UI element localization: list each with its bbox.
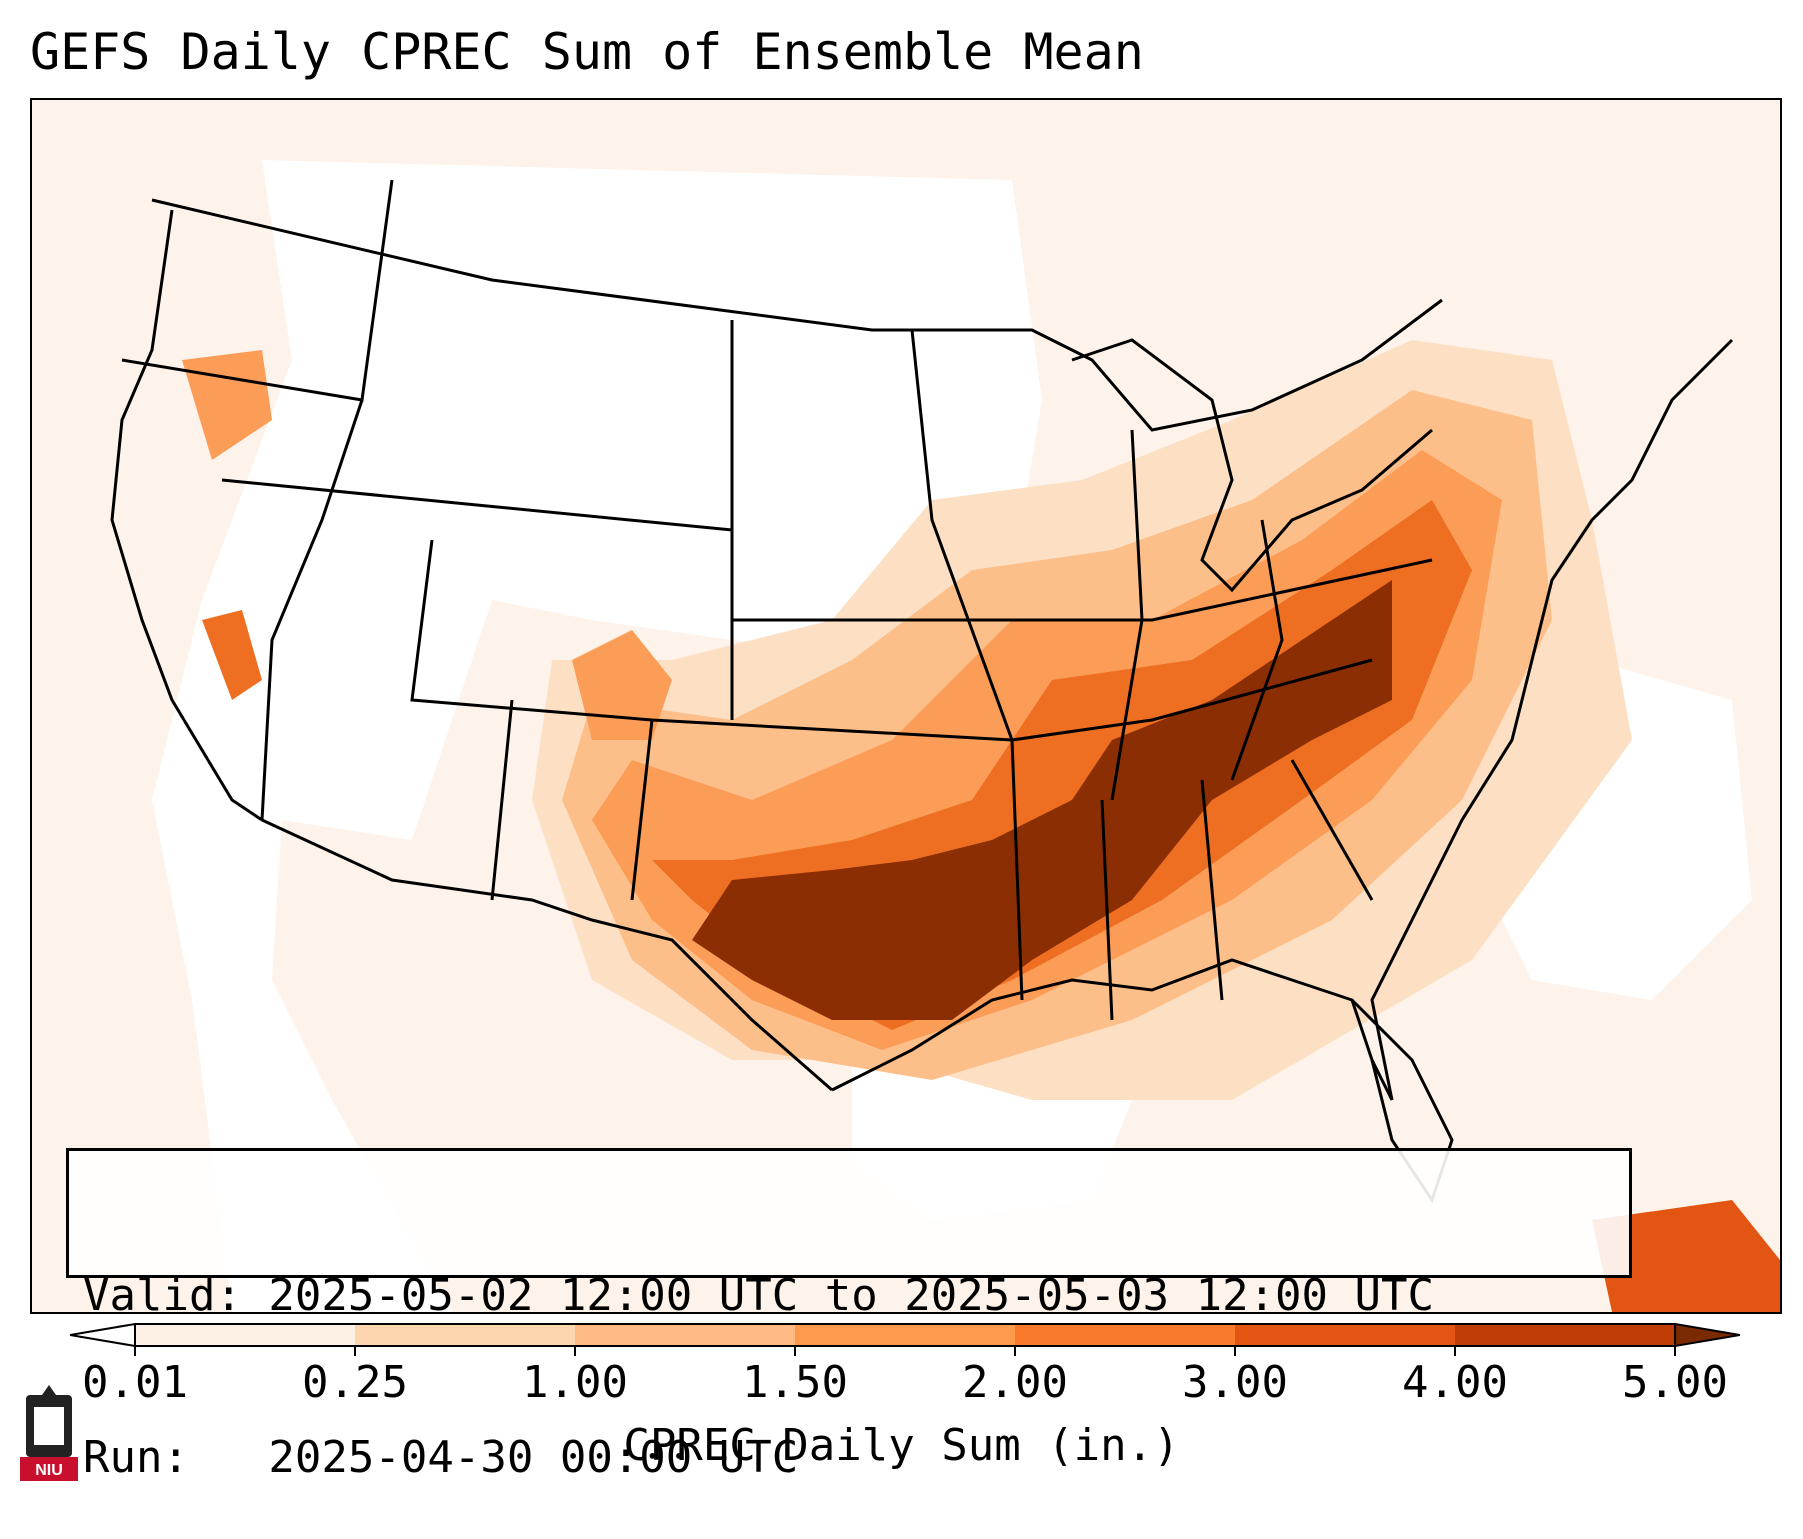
colorbar-segment: [1455, 1324, 1676, 1346]
colorbar-tick-label: 1.50: [742, 1357, 848, 1408]
colorbar-segments: [70, 1322, 1740, 1348]
west-coast: [110, 209, 263, 822]
state-line-5: [490, 699, 514, 901]
dry-region-west: [152, 160, 1042, 1312]
state-line-10: [1010, 739, 1024, 1001]
colorbar-tick-label: 0.25: [302, 1357, 408, 1408]
valid-time-line: Valid: 2025-05-02 12:00 UTC to 2025-05-0…: [83, 1270, 1435, 1321]
colorbar-tick-label: 4.00: [1402, 1357, 1508, 1408]
colorbar-tick-label: 1.00: [522, 1357, 628, 1408]
state-line-12: [1200, 779, 1224, 1001]
us-mexico-border: [261, 818, 833, 1092]
colorbar-over-arrow: [1674, 1322, 1740, 1348]
colorbar-ticks: [134, 1346, 1676, 1356]
colorbar-label: CPREC Daily Sum (in.): [623, 1420, 1180, 1471]
logo-band: [20, 1457, 78, 1481]
map-title: GEFS Daily CPREC Sum of Ensemble Mean: [30, 23, 1144, 81]
colorbar-tick-label: 0.01: [82, 1357, 188, 1408]
us-border-north: [151, 198, 1443, 432]
state-line-4: [410, 539, 1373, 742]
precip-level-5: [692, 580, 1392, 1020]
colorbar-segment: [1235, 1324, 1456, 1346]
colorbar: [70, 1322, 1740, 1356]
state-line-8: [910, 329, 1014, 741]
state-line-3: [260, 399, 364, 821]
map-panel: [30, 98, 1782, 1314]
colorbar-segment: [795, 1324, 1016, 1346]
niu-logo-icon: NIU: [20, 1385, 78, 1481]
precip-caribbean-patch: [1592, 1200, 1780, 1312]
state-line-11: [1100, 799, 1114, 1021]
gulf-coast: [831, 958, 1394, 1101]
great-lakes: [1071, 338, 1433, 593]
state-line-9: [732, 558, 1433, 622]
valid-time-box: Valid: 2025-05-02 12:00 UTC to 2025-05-0…: [66, 1148, 1632, 1483]
colorbar-tick-label: 3.00: [1182, 1357, 1288, 1408]
colorbar-under-arrow: [70, 1322, 136, 1348]
colorbar-tick-label: 2.00: [962, 1357, 1068, 1408]
colorbar-segment: [355, 1324, 576, 1346]
colorbar-outline: [134, 1323, 1676, 1347]
state-line-15: [1230, 519, 1284, 781]
state-line-14: [1110, 429, 1144, 801]
precip-nevada-patch: [202, 610, 262, 700]
state-line-13: [1290, 759, 1374, 901]
colorbar-segment: [1015, 1324, 1236, 1346]
precip-west-patch: [182, 350, 272, 460]
state-line-6: [630, 719, 654, 901]
logo-window: [34, 1407, 64, 1445]
logo-spire: [42, 1385, 56, 1395]
precip-colorado-patch: [572, 630, 672, 740]
run-time-line: Run: 2025-04-30 00:00 UTC: [83, 1432, 799, 1483]
atlantic-coast: [1370, 338, 1734, 1101]
logo-text: NIU: [35, 1462, 63, 1479]
colorbar-tick-label: 5.00: [1622, 1357, 1728, 1408]
boundary-lines: [110, 179, 1734, 1204]
colorbar-segment: [575, 1324, 796, 1346]
colorbar-segment: [135, 1324, 356, 1346]
precip-map: [32, 100, 1780, 1312]
